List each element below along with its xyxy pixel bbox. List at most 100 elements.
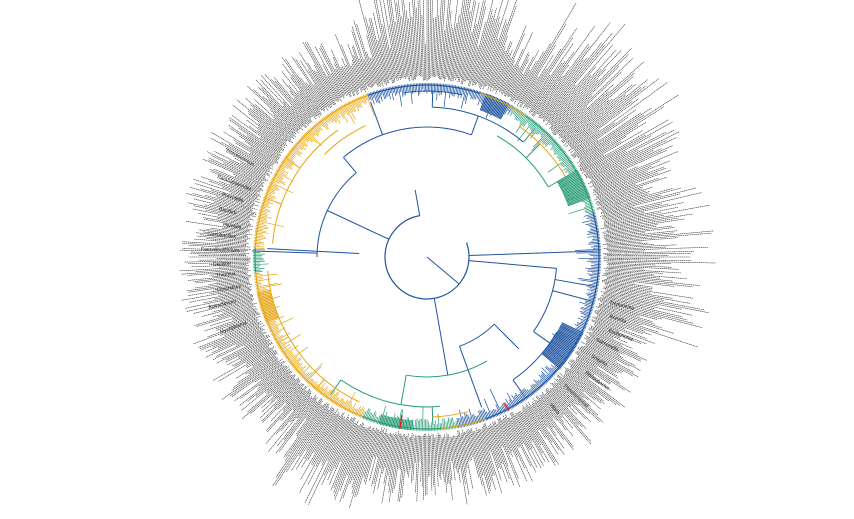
internal-branch: [415, 190, 420, 216]
tip-stub: [254, 279, 262, 280]
tip-label-mark: [462, 430, 469, 463]
tip-label-mark: [546, 391, 591, 442]
tip-label-mark: [607, 244, 654, 247]
tip-stub: [440, 423, 441, 431]
tip-label-mark: [595, 312, 659, 333]
tip-label-mark: [496, 58, 511, 94]
tip-label-mark: [504, 66, 518, 96]
tip-label-mark: [597, 194, 649, 209]
tip-label-mark: [596, 187, 642, 202]
tip-label-mark: [430, 436, 431, 475]
tip-stub: [257, 221, 284, 227]
tip-label-mark: [607, 265, 672, 268]
tip-stub: [254, 274, 277, 277]
tip-label-mark: [519, 3, 576, 101]
tip-label-mark: [593, 170, 627, 185]
tip-label-mark: [229, 120, 281, 156]
tip-label-mark: [261, 80, 306, 128]
internal-branch: [331, 380, 341, 395]
tip-label-mark: [435, 438, 436, 469]
tip-stub: [255, 282, 261, 283]
internal-arc: [432, 107, 523, 142]
tip-label-mark: [568, 79, 648, 144]
tip-label-mark: [293, 390, 310, 409]
tip-label-mark: [475, 8, 497, 85]
tip-label-mark: [539, 60, 584, 116]
tip-stub: [576, 252, 601, 253]
tip-label-mark: [420, 436, 421, 461]
tip-label-mark: [499, 26, 526, 90]
tip-label-mark: [432, 18, 434, 76]
tip-label-mark: [389, 434, 400, 502]
tip-label-mark: [314, 65, 335, 101]
tip-label-mark: [365, 432, 380, 485]
tip-label-mark: [520, 45, 555, 103]
tip-label-mark: [605, 274, 673, 281]
tip-label-mark: [504, 32, 533, 93]
tip-stub: [254, 274, 263, 275]
tip-stub: [443, 84, 444, 91]
branches-layer: [252, 83, 601, 431]
tip-label-mark: [416, 436, 419, 493]
tip-label-mark: [461, 32, 471, 84]
tip-label-mark: [495, 53, 510, 90]
internal-branch: [555, 280, 594, 287]
tip-stub: [254, 273, 260, 274]
tip-label-mark: [314, 70, 335, 104]
tip-label-mark: [210, 311, 256, 326]
tip-label-mark: [208, 280, 248, 285]
tip-label-mark: [601, 188, 681, 210]
tip-label-mark: [603, 242, 642, 245]
tip-label-mark: [417, 436, 420, 502]
tip-label-mark: [322, 419, 345, 465]
tip-stub: [407, 84, 408, 92]
tip-label-mark: [278, 384, 303, 410]
tip-stub: [457, 86, 458, 94]
root-arc: [385, 216, 423, 299]
tip-stub: [444, 84, 445, 93]
tip-stub: [254, 240, 261, 241]
tip-label-mark: [275, 404, 329, 485]
tip-stub: [575, 249, 601, 250]
tip-label-mark: [352, 428, 373, 494]
outer-clade-arc: [255, 95, 368, 248]
tip-label-mark: [199, 260, 250, 261]
tip-label-mark: [411, 435, 414, 469]
tip-stub: [593, 237, 600, 238]
tip-stub: [591, 221, 597, 222]
tip-stub: [397, 86, 398, 94]
tip-label-mark: [594, 161, 670, 191]
tip-label-text: Eubacterium: [208, 298, 237, 310]
tip-stub: [422, 407, 423, 431]
tip-label-text: Mycoplasma: [219, 320, 248, 335]
tip-label-mark: [258, 127, 285, 148]
tip-label-mark: [261, 88, 302, 130]
tip-label-mark: [608, 243, 649, 246]
tip-label-mark: [598, 188, 673, 209]
tip-label-mark: [565, 87, 641, 147]
internal-arc: [459, 324, 494, 346]
internal-branch: [434, 298, 448, 375]
tip-label-mark: [453, 0, 467, 82]
tip-label-mark: [352, 47, 367, 90]
tip-label-mark: [233, 358, 278, 388]
tip-label-mark: [226, 340, 266, 360]
tip-label-mark: [584, 132, 666, 175]
tip-label-mark: [463, 3, 480, 84]
internal-branch: [265, 198, 281, 204]
tip-stub: [447, 84, 448, 91]
tip-label-mark: [300, 413, 343, 492]
internal-arc: [513, 332, 557, 380]
root-arc: [423, 243, 469, 299]
tip-label-mark: [431, 436, 432, 491]
tip-label-mark: [285, 59, 322, 111]
tip-stub: [446, 422, 447, 430]
tip-label-mark: [552, 54, 628, 131]
tip-stub: [389, 87, 390, 93]
tip-label-mark: [436, 15, 439, 76]
tip-label-mark: [320, 48, 345, 96]
tip-label-mark: [417, 8, 420, 76]
tip-label-mark: [606, 272, 687, 279]
tip-label-mark: [213, 348, 270, 381]
